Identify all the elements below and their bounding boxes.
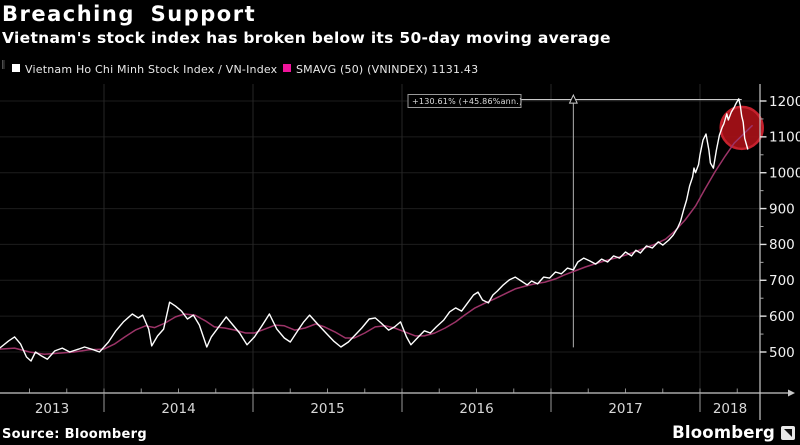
chart-title: Breaching Support bbox=[2, 2, 257, 26]
y-axis-tick-label: 1100 bbox=[769, 130, 800, 146]
smavg-line bbox=[0, 124, 753, 355]
y-axis-tick-label: 500 bbox=[769, 345, 795, 361]
measure-label-box bbox=[407, 94, 522, 108]
source-credit: Source: Bloomberg bbox=[2, 427, 147, 442]
x-axis-year-label: 2015 bbox=[310, 401, 344, 417]
y-axis-tick-label: 600 bbox=[769, 309, 795, 325]
x-axis-arrow-icon bbox=[788, 389, 795, 397]
y-axis-tick-label: 1000 bbox=[769, 166, 800, 182]
vnindex-line bbox=[0, 98, 749, 362]
y-axis-tick-label: 900 bbox=[769, 201, 795, 217]
measure-marker-triangle bbox=[568, 93, 578, 104]
x-axis-year-label: 2014 bbox=[161, 401, 195, 417]
bloomberg-brand: Bloomberg bbox=[672, 423, 795, 442]
breakdown-highlight-circle bbox=[719, 105, 764, 151]
smavg-swatch-icon bbox=[283, 64, 291, 72]
legend-label: SMAVG (50) (VNINDEX) 1131.43 bbox=[296, 63, 479, 76]
chart-legend: ‖ Vietnam Ho Chi Minh Stock Index / VN-I… bbox=[0, 58, 800, 76]
legend-item-vnindex: Vietnam Ho Chi Minh Stock Index / VN-Ind… bbox=[12, 58, 278, 76]
y-axis-tick-label: 800 bbox=[769, 237, 795, 253]
legend-label: Vietnam Ho Chi Minh Stock Index / VN-Ind… bbox=[25, 63, 278, 76]
y-axis-tick-label: 700 bbox=[769, 273, 795, 289]
vnindex-swatch-icon bbox=[12, 64, 20, 72]
chart-subtitle: Vietnam's stock index has broken below i… bbox=[2, 29, 611, 47]
x-axis-year-label: 2017 bbox=[608, 401, 642, 417]
bloomberg-wordmark: Bloomberg bbox=[672, 423, 775, 442]
x-axis-year-label: 2013 bbox=[35, 401, 69, 417]
x-axis-year-label: 2016 bbox=[459, 401, 493, 417]
legend-item-smavg: SMAVG (50) (VNINDEX) 1131.43 bbox=[283, 58, 479, 76]
y-axis-tick-label: 1200 bbox=[769, 94, 800, 110]
bloomberg-logo-icon bbox=[781, 425, 795, 440]
measure-label: +130.61% (+45.86%ann.) bbox=[412, 97, 522, 106]
x-axis-year-label: 2018 bbox=[713, 401, 747, 417]
terminal-artifact-icon: ‖ bbox=[1, 60, 6, 70]
